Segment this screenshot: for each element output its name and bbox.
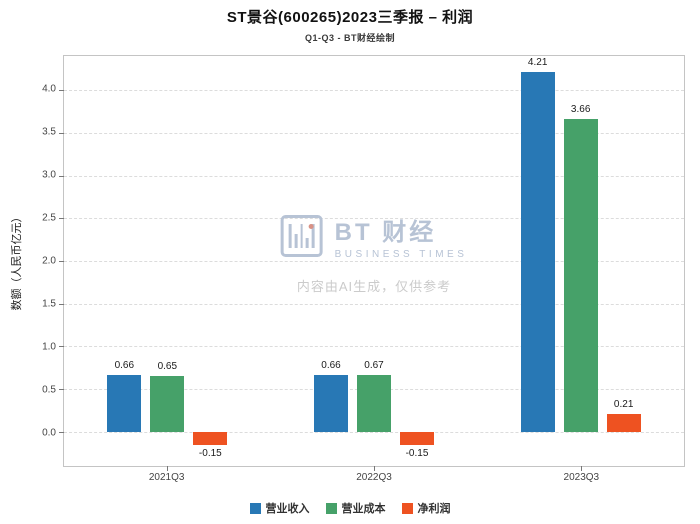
- y-tick-mark: [59, 431, 64, 433]
- bar-group-2023Q3: 4.21 3.66 0.21: [520, 56, 641, 466]
- y-tick-label: 3.0: [42, 169, 56, 181]
- y-tick-label: 1.5: [42, 298, 56, 310]
- x-tick-mark: [167, 466, 169, 471]
- bar-value-label: 0.66: [321, 360, 341, 372]
- y-tick-label: 2.0: [42, 255, 56, 267]
- bar-value-label: 3.66: [570, 104, 591, 116]
- legend-label: 营业成本: [341, 503, 386, 515]
- legend-label: 营业收入: [265, 503, 310, 515]
- bar-value-label: -0.15: [198, 447, 222, 459]
- bar-营业收入-2022Q3: [314, 375, 348, 432]
- chart-title: ST景谷(600265)2023三季报 – 利润: [226, 9, 474, 26]
- x-tick-mark: [580, 466, 582, 471]
- bar-营业成本-2023Q3: [563, 119, 598, 432]
- logo-bar: [294, 233, 298, 248]
- gridline: [64, 218, 684, 220]
- y-tick-label: 0.0: [42, 427, 56, 439]
- y-tick-label: 1.0: [42, 341, 56, 353]
- plot-area: BT 财经 BUSINESS TIMES 内容由AI生成，仅供参考 0.66 0.…: [59, 55, 685, 471]
- bar-value-label: 0.67: [364, 359, 384, 371]
- bar-group-2022Q3: 0.66 0.67 -0.15: [314, 56, 434, 466]
- bar-营业收入-2021Q3: [107, 375, 142, 432]
- y-tick-label: 4.0: [42, 83, 56, 95]
- bar-营业成本-2022Q3: [357, 374, 391, 432]
- chart-subtitle: Q1-Q3 - BT财经绘制: [304, 33, 395, 43]
- gridline: [64, 175, 684, 177]
- legend-item-净利润: 净利润: [401, 500, 451, 516]
- legend-item-营业收入: 营业收入: [249, 500, 310, 516]
- gridline: [64, 261, 684, 262]
- legend-swatch: [249, 502, 261, 514]
- legend-swatch: [401, 502, 413, 514]
- bar-营业收入-2023Q3: [520, 72, 555, 432]
- y-tick-mark: [59, 389, 64, 391]
- bar-group-2021Q3: 0.66 0.65 -0.15: [107, 56, 228, 466]
- bar-净利润-2022Q3: [400, 431, 434, 445]
- y-tick-mark: [59, 90, 64, 92]
- y-tick-mark: [59, 303, 64, 305]
- gridline: [64, 431, 684, 433]
- gridline: [64, 132, 684, 134]
- bar-value-label: 4.21: [527, 57, 548, 69]
- legend-label: 净利润: [417, 503, 451, 515]
- logo-bar: [288, 223, 292, 248]
- bar-净利润-2023Q3: [606, 413, 641, 432]
- y-tick-mark: [59, 346, 64, 348]
- y-tick-mark: [59, 132, 64, 134]
- logo-dot-icon: [308, 223, 314, 229]
- y-tick-mark: [59, 218, 64, 220]
- x-axis: 2021Q3 2022Q3 2023Q3: [63, 467, 685, 485]
- x-tick-label-2022Q3: 2022Q3: [356, 472, 392, 483]
- y-tick-label: 3.5: [42, 126, 56, 138]
- x-tick-mark: [374, 466, 375, 471]
- gridline: [64, 90, 684, 92]
- bar-value-label: -0.15: [405, 447, 429, 459]
- legend-swatch: [325, 502, 337, 514]
- bar-净利润-2021Q3: [193, 431, 228, 445]
- bar-value-label: 0.21: [613, 398, 634, 410]
- legend-item-营业成本: 营业成本: [325, 500, 386, 516]
- logo-bar: [300, 223, 304, 248]
- bar-value-label: 0.65: [157, 361, 178, 373]
- logo-bar: [306, 237, 309, 248]
- legend: 营业收入 营业成本 净利润: [0, 500, 700, 516]
- y-tick-label: 0.5: [42, 384, 56, 396]
- bar-value-label: 0.66: [114, 360, 135, 372]
- x-tick-label-2021Q3: 2021Q3: [148, 472, 185, 483]
- gridline: [64, 346, 684, 348]
- x-tick-label-2023Q3: 2023Q3: [563, 472, 600, 483]
- y-axis: 0.0 0.5 1.0 1.5 2.0 2.5 3.0 3.5 4.0: [20, 55, 58, 467]
- y-tick-mark: [59, 175, 64, 177]
- y-tick-label: 2.5: [42, 212, 56, 224]
- gridline: [64, 303, 684, 305]
- bar-营业成本-2021Q3: [150, 376, 185, 432]
- y-tick-mark: [59, 261, 64, 262]
